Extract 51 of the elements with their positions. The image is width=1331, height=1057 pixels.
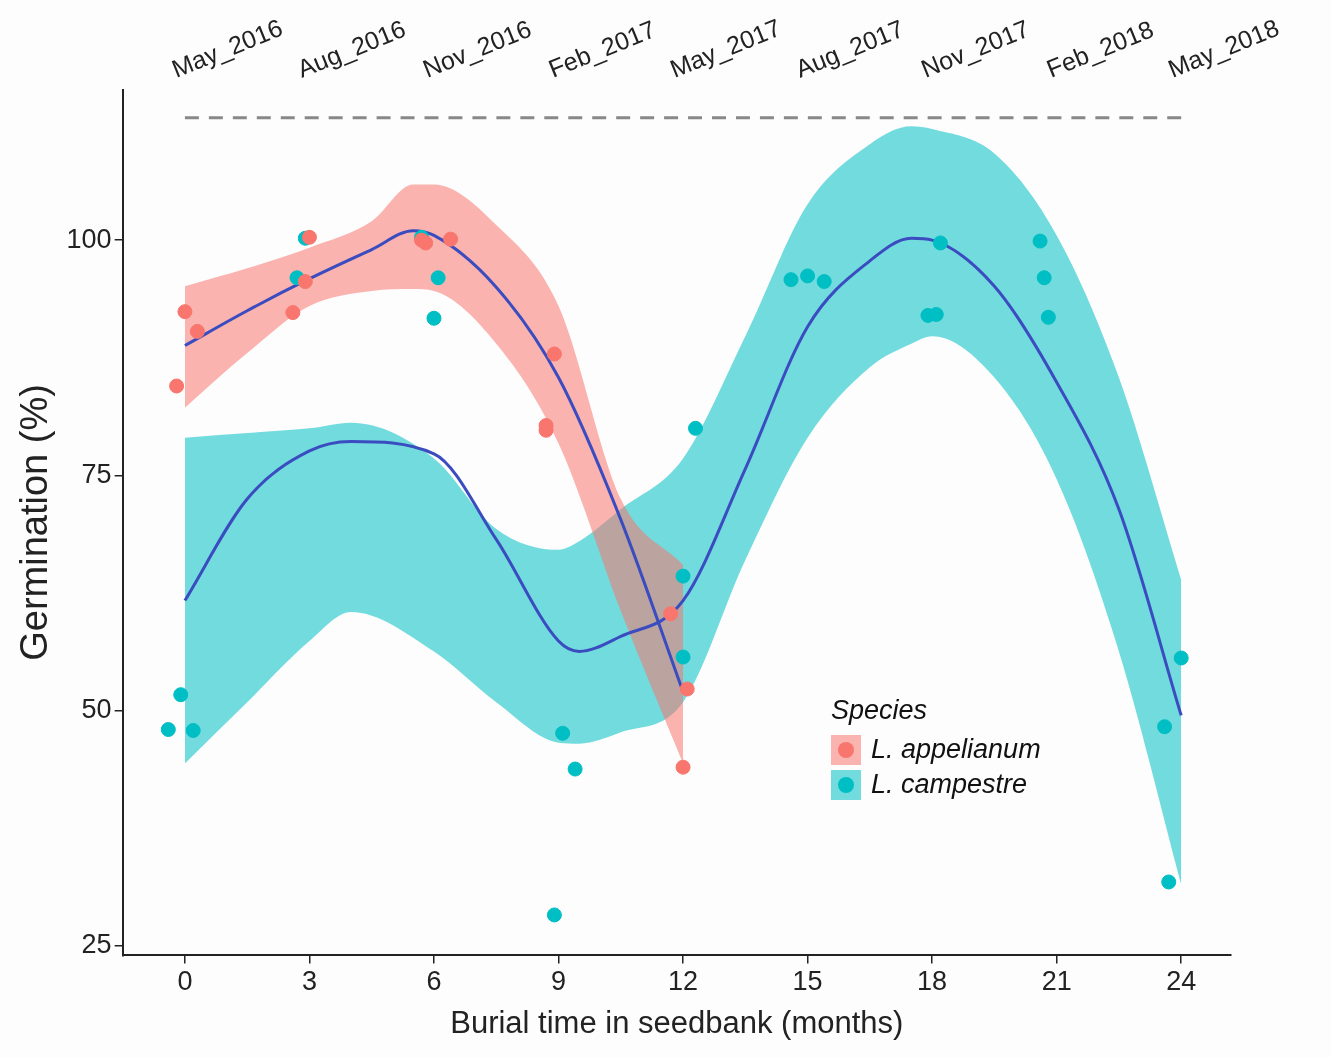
y-tick-label: 50	[81, 694, 112, 725]
point	[675, 649, 691, 665]
point	[418, 235, 434, 251]
point	[443, 231, 459, 247]
x-tick-label: 21	[1041, 966, 1072, 997]
point	[285, 305, 301, 321]
point	[1036, 270, 1052, 286]
y-tick-label: 100	[66, 223, 112, 254]
x-tick-label: 18	[917, 966, 948, 997]
point	[1157, 719, 1173, 735]
y-tick-label: 75	[81, 458, 112, 489]
point	[189, 323, 205, 339]
point	[688, 420, 703, 436]
point	[160, 722, 176, 738]
point	[185, 722, 201, 738]
x-tick-label: 9	[551, 966, 567, 997]
point	[173, 687, 189, 703]
point	[800, 268, 816, 284]
point	[663, 606, 679, 622]
point	[430, 270, 446, 286]
legend-label: L. campestre	[871, 769, 1028, 801]
x-tick-label: 3	[301, 966, 317, 997]
point	[783, 272, 799, 288]
y-axis-title: Germination (%)	[13, 384, 56, 661]
point	[301, 229, 317, 245]
point	[679, 681, 695, 697]
point	[546, 907, 562, 923]
point	[567, 761, 583, 777]
point	[675, 759, 691, 775]
legend-title: Species	[831, 695, 929, 727]
point	[169, 378, 185, 394]
x-tick-label: 0	[177, 966, 193, 997]
point	[816, 274, 832, 290]
legend-label: L. appelianum	[871, 734, 1041, 766]
y-tick-label: 25	[81, 929, 112, 960]
x-tick-label: 24	[1166, 966, 1197, 997]
x-tick-label: 12	[668, 966, 699, 997]
point	[177, 304, 193, 320]
point	[1173, 650, 1189, 666]
x-axis-title: Burial time in seedbank (months)	[450, 1004, 904, 1040]
point	[1161, 874, 1177, 890]
x-tick-label: 15	[792, 966, 823, 997]
point	[426, 310, 442, 326]
point	[555, 725, 571, 741]
point	[932, 235, 948, 251]
point	[546, 346, 562, 362]
point	[1032, 233, 1048, 249]
point	[1040, 309, 1056, 325]
point	[675, 568, 691, 584]
x-tick-label: 6	[426, 966, 442, 997]
point	[297, 274, 313, 290]
